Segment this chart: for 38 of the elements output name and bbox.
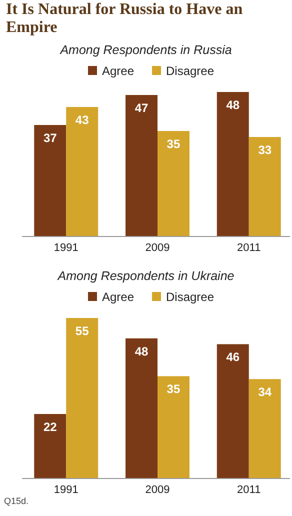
x-tick-label: 1991	[54, 242, 78, 254]
data-label: 46	[226, 350, 240, 364]
bar	[216, 92, 249, 236]
bar	[66, 318, 98, 478]
bar	[34, 414, 66, 478]
bar	[248, 379, 281, 478]
data-label: 35	[166, 382, 180, 396]
legend-label: Agree	[102, 290, 134, 304]
data-label: 37	[43, 131, 58, 145]
bar	[158, 131, 190, 236]
bar	[248, 137, 281, 236]
bar	[158, 376, 190, 478]
bar	[126, 95, 158, 236]
x-tick-label: 1991	[54, 484, 78, 496]
x-tick-label: 2011	[237, 242, 261, 254]
data-label: 22	[43, 420, 58, 434]
data-label: 47	[134, 101, 149, 115]
x-tick-label: 2009	[145, 484, 170, 496]
data-label: 35	[166, 137, 180, 151]
x-tick-label: 2009	[145, 242, 170, 254]
bar	[216, 344, 249, 478]
data-label: 34	[258, 385, 272, 400]
data-label: 48	[226, 98, 240, 112]
bar	[34, 125, 66, 236]
bar	[66, 107, 98, 236]
data-label: 33	[258, 143, 272, 157]
x-tick-label: 2011	[237, 484, 261, 496]
legend-label: Disagree	[166, 64, 214, 78]
data-label: 48	[134, 344, 149, 358]
data-label: 55	[75, 324, 90, 338]
chart-subtitle: Among Respondents in Russia	[59, 43, 232, 57]
legend-label: Disagree	[166, 290, 214, 304]
data-label: 43	[75, 113, 90, 127]
chart-subtitle: Among Respondents in Ukraine	[56, 269, 234, 283]
text: Q15d.	[4, 496, 29, 506]
chart-title: It Is Natural for Russia to Have an Empire	[6, 1, 243, 36]
bar	[126, 338, 158, 478]
legend-label: Agree	[102, 64, 134, 78]
